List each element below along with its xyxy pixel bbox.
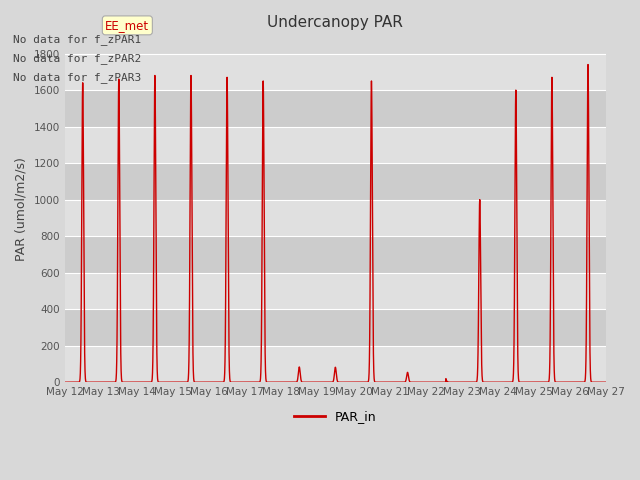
Y-axis label: PAR (umol/m2/s): PAR (umol/m2/s)	[15, 157, 28, 261]
Bar	[65, 309, 606, 346]
Legend: PAR_in: PAR_in	[289, 405, 382, 428]
Bar	[65, 127, 606, 163]
Text: EE_met: EE_met	[105, 19, 149, 32]
Bar	[65, 54, 606, 90]
Text: No data for f_zPAR1: No data for f_zPAR1	[13, 34, 141, 45]
Bar	[65, 163, 606, 200]
Bar	[65, 346, 606, 382]
Title: Undercanopy PAR: Undercanopy PAR	[268, 15, 403, 30]
Bar	[65, 90, 606, 127]
Bar	[65, 236, 606, 273]
Text: No data for f_zPAR3: No data for f_zPAR3	[13, 72, 141, 83]
Bar	[65, 200, 606, 236]
Bar	[65, 273, 606, 309]
Text: No data for f_zPAR2: No data for f_zPAR2	[13, 53, 141, 64]
